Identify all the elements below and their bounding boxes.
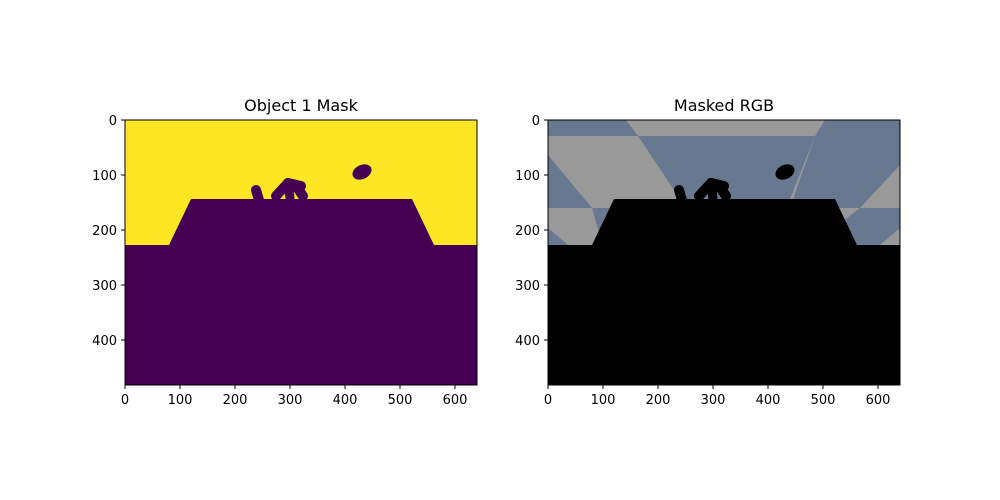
rgb-x-tick: 100: [591, 393, 616, 408]
rgb-y-tick: 400: [515, 334, 540, 349]
rgb-x-tick: 600: [866, 393, 891, 408]
rgb-x-tick: 300: [701, 393, 726, 408]
rgb-x-tick: 200: [646, 393, 671, 408]
rgb-y-tick: 200: [515, 224, 540, 239]
mask-table-shape: [125, 199, 477, 385]
panel-object-mask: Object 1 Mask 0: [92, 96, 478, 408]
rgb-x-tick: 500: [811, 393, 836, 408]
mask-small-objects: [251, 164, 372, 205]
rgb-x-axis: 0 100 200 300 400 500 600: [544, 385, 891, 408]
rgb-x-tick: 0: [544, 393, 552, 408]
rgb-y-axis: 0 100 200 300 400: [515, 114, 548, 349]
mask-y-axis: 0 100 200 300 400: [92, 114, 125, 349]
mask-y-tick: 200: [92, 224, 117, 239]
rgb-x-tick: 400: [756, 393, 781, 408]
rgb-y-tick: 100: [515, 169, 540, 184]
mask-y-tick: 400: [92, 334, 117, 349]
mask-x-axis: 0 100 200 300 400 500 600: [121, 385, 468, 408]
mask-x-tick: 400: [333, 393, 358, 408]
mask-x-tick: 100: [168, 393, 193, 408]
rgb-y-tick: 300: [515, 279, 540, 294]
mask-x-tick: 200: [223, 393, 248, 408]
mask-x-tick: 500: [388, 393, 413, 408]
mask-image: [125, 120, 477, 385]
rgb-y-tick: 0: [532, 114, 540, 129]
mask-y-tick: 100: [92, 169, 117, 184]
rgb-masked-objects: [674, 164, 795, 205]
mask-y-tick: 0: [109, 114, 117, 129]
mask-x-tick: 300: [278, 393, 303, 408]
mask-x-tick: 0: [121, 393, 129, 408]
rgb-axes-frame: [547, 119, 901, 386]
rgb-image: [548, 120, 900, 385]
panel-title-mask: Object 1 Mask: [244, 96, 358, 115]
mask-x-tick: 600: [443, 393, 468, 408]
mask-y-tick: 300: [92, 279, 117, 294]
panel-masked-rgb: Masked RGB: [515, 96, 901, 408]
rgb-masked-table: [548, 199, 900, 385]
panel-title-rgb: Masked RGB: [674, 96, 774, 115]
mask-axes-frame: [124, 119, 478, 386]
